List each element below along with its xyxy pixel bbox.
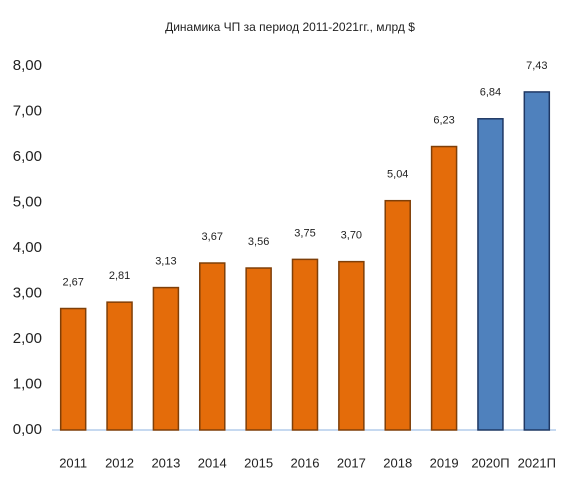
x-tick-label: 2013 [151,455,180,470]
bar [477,118,504,431]
bar [384,199,411,431]
x-tick-label: 2018 [383,455,412,470]
y-tick-label: 8,00 [13,57,42,74]
x-tick-label: 2019 [430,455,459,470]
bar [291,258,319,431]
y-tick-label: 1,00 [13,375,42,392]
x-tick-label: 2017 [337,455,366,470]
value-label: 6,23 [433,114,454,126]
y-tick-label: 3,00 [13,284,42,301]
y-tick-label: 5,00 [13,193,42,210]
bar [430,145,458,431]
value-label: 3,67 [202,231,223,243]
x-tick-label: 2021П [518,455,556,470]
value-label: 2,67 [62,276,83,288]
value-label: 7,43 [526,60,547,72]
x-tick-label: 2012 [105,455,134,470]
value-label: 3,75 [294,227,315,239]
bar [59,307,87,431]
y-tick-label: 6,00 [13,148,42,165]
bar [338,260,365,431]
value-label: 2,81 [109,270,130,282]
value-label: 3,56 [248,236,269,248]
bar [152,286,180,431]
x-tick-label: 2011 [59,455,87,470]
chart-title: Динамика ЧП за период 2011-2021гг., млрд… [165,20,415,34]
bar [245,267,272,431]
bar [106,301,133,431]
y-tick-label: 7,00 [13,102,42,119]
value-label: 3,70 [341,230,362,242]
bar [199,262,226,431]
x-tick-label: 2016 [291,455,320,470]
x-tick-label: 2020П [471,455,509,470]
y-tick-label: 0,00 [13,421,42,438]
y-tick-label: 2,00 [13,330,42,347]
x-tick-label: 2014 [198,455,227,470]
value-label: 5,04 [387,169,408,181]
x-tick-label: 2015 [244,455,273,470]
value-label: 3,13 [155,255,176,267]
y-tick-label: 4,00 [13,239,42,256]
bar [523,91,551,431]
value-label: 6,84 [480,87,501,99]
